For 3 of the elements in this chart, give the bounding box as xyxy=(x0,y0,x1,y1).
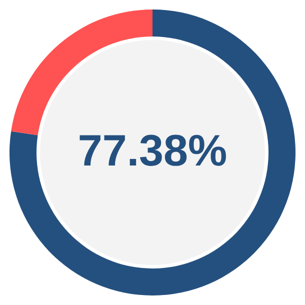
donut-slice xyxy=(11,10,152,136)
donut-slice xyxy=(10,10,296,296)
data-label: 77.38% xyxy=(78,126,228,176)
